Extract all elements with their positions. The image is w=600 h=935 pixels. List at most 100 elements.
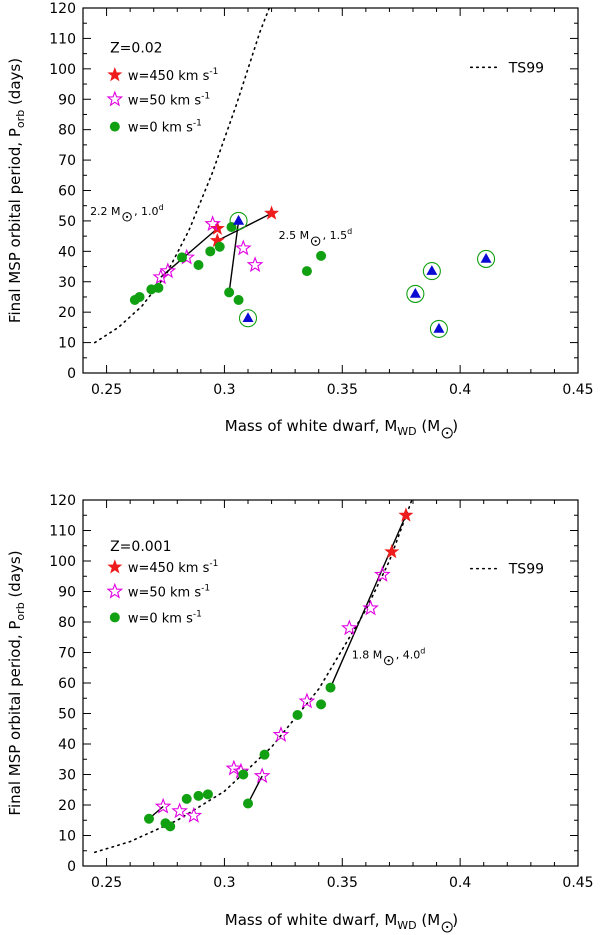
y-tick-label: 120: [49, 493, 76, 509]
y-tick-label: 110: [49, 31, 76, 47]
track-annotation-sup: d: [159, 203, 164, 212]
data-point-green-dot: [243, 798, 253, 809]
y-tick-label: 80: [58, 615, 76, 631]
data-point-magenta-open-star: [298, 692, 316, 709]
track-annotation-sup: d: [347, 227, 352, 236]
data-point-magenta-open-star: [362, 599, 379, 616]
legend-marker-magenta-open-star: [106, 582, 124, 599]
data-point-green-dot: [193, 260, 204, 271]
legend-label: w=50 km s-1: [128, 91, 210, 108]
data-point-red-star: [384, 543, 400, 559]
y-tick-label: 90: [58, 585, 76, 601]
data-point-magenta-open-star: [374, 565, 391, 582]
track-annotation: 1.8 M: [352, 649, 382, 662]
legend-label-sup: -1: [201, 91, 210, 101]
data-point-green-dot: [181, 793, 192, 804]
data-point-green-dot: [144, 813, 154, 824]
y-tick-label: 100: [49, 62, 76, 78]
solar-mass-symbol: [122, 212, 132, 222]
legend-label: w=50 km s-1: [128, 584, 210, 601]
solar-mass-symbol-dot: [314, 240, 317, 243]
data-point-green-dot: [224, 287, 235, 298]
plot-frame: [82, 7, 579, 374]
data-point-blue-triangle-circle: [480, 252, 492, 263]
data-point-blue-triangle-circle-ring: [422, 262, 441, 281]
x-axis-label-unit: (M: [417, 911, 441, 929]
evolution-track-line: [329, 514, 407, 688]
x-axis-solar-symbol-dot: [446, 431, 449, 435]
data-point-blue-triangle-circle: [433, 322, 445, 333]
legend-marker-red-star: [107, 67, 123, 82]
x-axis-label-close: ): [452, 417, 458, 435]
ts99-legend-label: TS99: [508, 562, 544, 578]
data-point-green-dot: [292, 710, 303, 721]
y-tick-label: 30: [58, 275, 76, 291]
track-annotation-period: , 1.5d: [323, 227, 353, 242]
y-tick-label: 50: [58, 707, 76, 723]
legend-label-sup: -1: [201, 584, 210, 594]
data-point-green-dot: [214, 241, 225, 252]
y-tick-label: 80: [58, 123, 76, 139]
y-tick-label: 60: [58, 184, 76, 200]
data-point-magenta-open-star: [159, 262, 177, 279]
legend-label: w=0 km s-1: [128, 119, 202, 136]
data-point-green-dot: [301, 266, 312, 277]
x-tick-label: 0.45: [562, 382, 593, 398]
data-point-blue-triangle-circle: [242, 312, 254, 323]
x-tick-label: 0.35: [327, 875, 358, 891]
data-point-blue-triangle-circle: [426, 265, 438, 275]
y-tick-label: 70: [58, 646, 76, 662]
data-point-blue-triangle-circle-ring: [406, 284, 425, 303]
data-point-magenta-open-star: [185, 806, 203, 823]
data-point-magenta-open-star: [341, 619, 358, 636]
x-axis-label-close: ): [452, 911, 458, 929]
x-tick-label: 0.25: [91, 382, 122, 398]
y-tick-label: 0: [67, 859, 76, 875]
track-annotation-sup: d: [420, 647, 425, 656]
solar-mass-symbol-dot: [125, 215, 129, 218]
data-point-green-dot: [193, 790, 204, 801]
x-axis-solar-symbol: [441, 921, 453, 933]
data-point-green-dot: [177, 252, 187, 263]
ts99-legend-label: TS99: [508, 60, 544, 76]
data-point-blue-triangle-circle-ring: [429, 319, 448, 338]
data-point-red-star: [398, 507, 414, 522]
y-tick-label: 100: [49, 554, 76, 570]
y-tick-label: 30: [58, 768, 76, 784]
legend-marker-green-dot: [109, 121, 120, 132]
data-point-blue-triangle-circle-ring: [229, 211, 248, 230]
solar-mass-symbol: [384, 655, 394, 666]
data-point-red-star: [264, 205, 280, 220]
y-axis-label-sub: orb: [14, 602, 27, 620]
legend-label: w=450 km s-1: [128, 559, 219, 576]
legend-marker-red-star: [107, 559, 123, 574]
data-point-green-dot: [165, 821, 176, 832]
track-annotation-period: , 4.0d: [396, 647, 426, 662]
track-annotation-period: , 1.0d: [134, 203, 164, 218]
y-axis-label-sub: orb: [14, 110, 27, 128]
data-point-magenta-open-star: [152, 268, 170, 285]
x-axis-label: Mass of white dwarf, MWD (M: [225, 911, 440, 932]
y-tick-label: 110: [49, 524, 76, 540]
data-point-magenta-open-star: [225, 759, 243, 776]
x-tick-label: 0.25: [91, 875, 122, 891]
legend-marker-green-dot: [109, 612, 120, 623]
y-tick-label: 120: [49, 1, 76, 17]
panel-bottom-chart: 0.25 0.3 0.35 0.4 0.45 0 10 20 30 40 50 60 70 80 90 100…: [6, 493, 594, 933]
data-point-green-dot: [205, 246, 216, 257]
y-tick-label: 60: [58, 676, 76, 692]
y-tick-label: 50: [58, 214, 76, 230]
data-point-green-dot: [153, 282, 164, 293]
data-point-magenta-open-star: [234, 239, 252, 256]
data-point-green-dot: [233, 295, 244, 305]
x-tick-label: 0.4: [449, 382, 471, 398]
x-axis-label-sub: WD: [397, 919, 416, 932]
y-axis-label-unit: (days): [6, 58, 24, 110]
ts99-model-curve: [94, 500, 413, 854]
data-point-green-dot: [316, 699, 327, 710]
data-point-magenta-open-star: [246, 256, 264, 273]
x-tick-label: 0.3: [213, 875, 235, 891]
evolution-track-line: [228, 220, 240, 293]
y-tick-label: 10: [58, 336, 76, 352]
x-tick-label: 0.4: [449, 875, 471, 891]
